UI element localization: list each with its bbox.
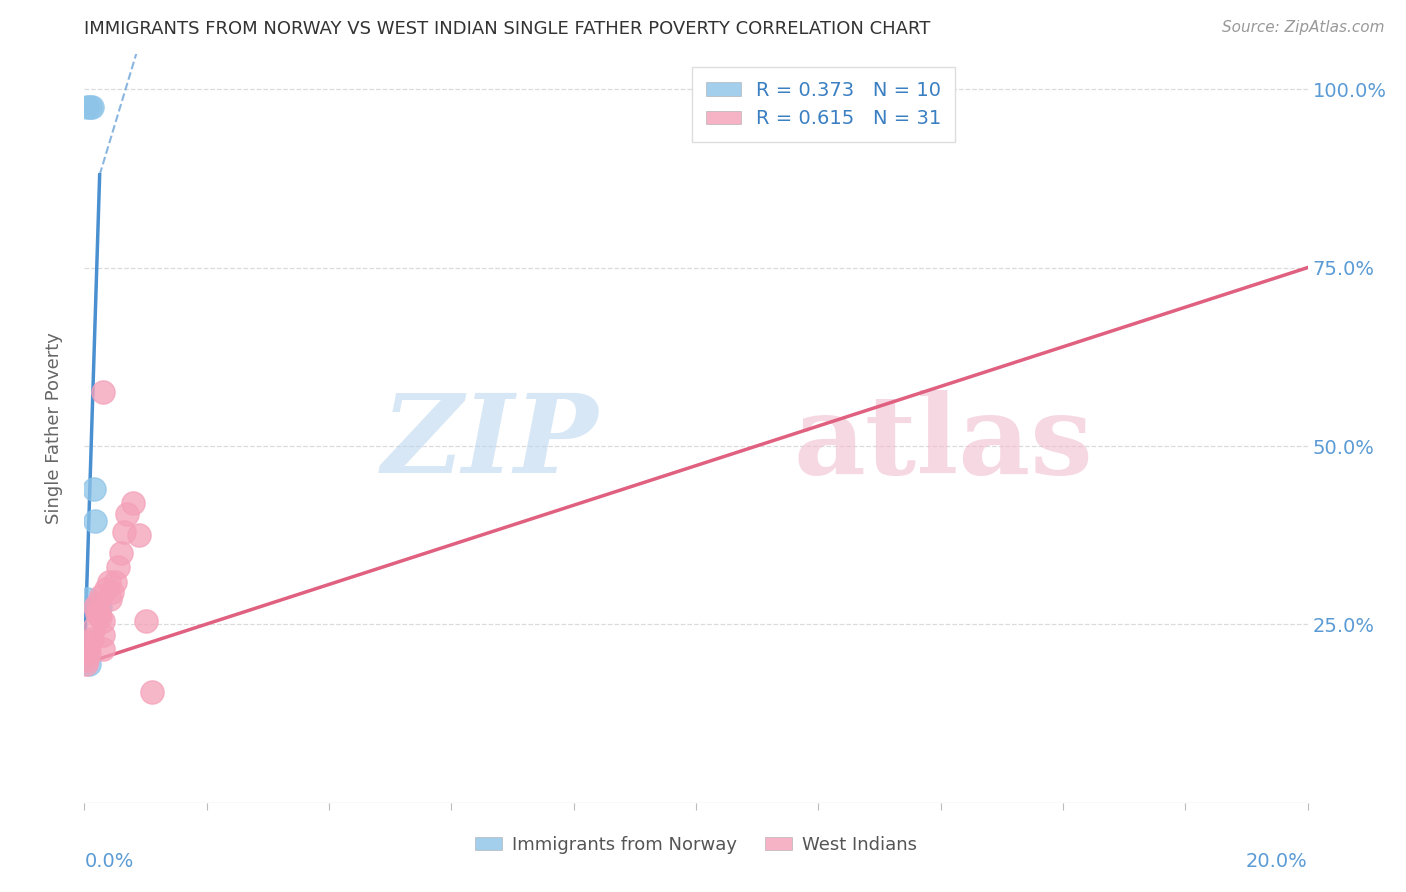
Point (112, 524, 135, 539)
Point (87, 599, 110, 614)
Point (77, 642, 100, 657)
Point (89, 599, 111, 614)
Text: Source: ZipAtlas.com: Source: ZipAtlas.com (1222, 20, 1385, 35)
Point (80, 100, 103, 114)
Point (141, 685, 163, 699)
Point (716, 82, 738, 96)
Point (84, 514, 107, 528)
Point (94, 582, 117, 596)
Point (75, 657, 97, 671)
Point (110, 546, 132, 560)
Y-axis label: Single Father Poverty: Single Father Poverty (45, 332, 63, 524)
Point (91, 642, 114, 657)
Point (122, 496, 145, 510)
Point (98, 592, 121, 607)
Point (101, 585, 124, 599)
Point (76, 592, 98, 607)
Point (80, 632, 103, 646)
Point (86, 607, 108, 621)
Point (84, 599, 107, 614)
Point (77, 657, 100, 671)
Point (86, 599, 108, 614)
Point (79, 100, 101, 114)
Point (107, 560, 129, 574)
Text: ZIP: ZIP (381, 390, 598, 497)
Point (87, 607, 110, 621)
Point (77, 646, 100, 660)
Point (128, 528, 150, 542)
Point (79, 635, 101, 649)
Point (135, 614, 157, 628)
Point (83, 621, 105, 635)
Point (104, 574, 127, 589)
Point (91, 614, 114, 628)
Point (83, 482, 105, 496)
Legend: Immigrants from Norway, West Indians: Immigrants from Norway, West Indians (467, 829, 925, 861)
Text: IMMIGRANTS FROM NORWAY VS WEST INDIAN SINGLE FATHER POVERTY CORRELATION CHART: IMMIGRANTS FROM NORWAY VS WEST INDIAN SI… (84, 21, 931, 38)
Point (87, 596, 110, 610)
Point (76, 653, 98, 667)
Point (91, 385, 114, 400)
Point (90, 589, 112, 603)
Text: atlas: atlas (794, 390, 1094, 497)
Text: 20.0%: 20.0% (1246, 852, 1308, 871)
Point (97, 574, 120, 589)
Point (115, 507, 138, 521)
Point (76, 100, 98, 114)
Point (89, 610, 111, 624)
Point (91, 628, 114, 642)
Text: 0.0%: 0.0% (84, 852, 134, 871)
